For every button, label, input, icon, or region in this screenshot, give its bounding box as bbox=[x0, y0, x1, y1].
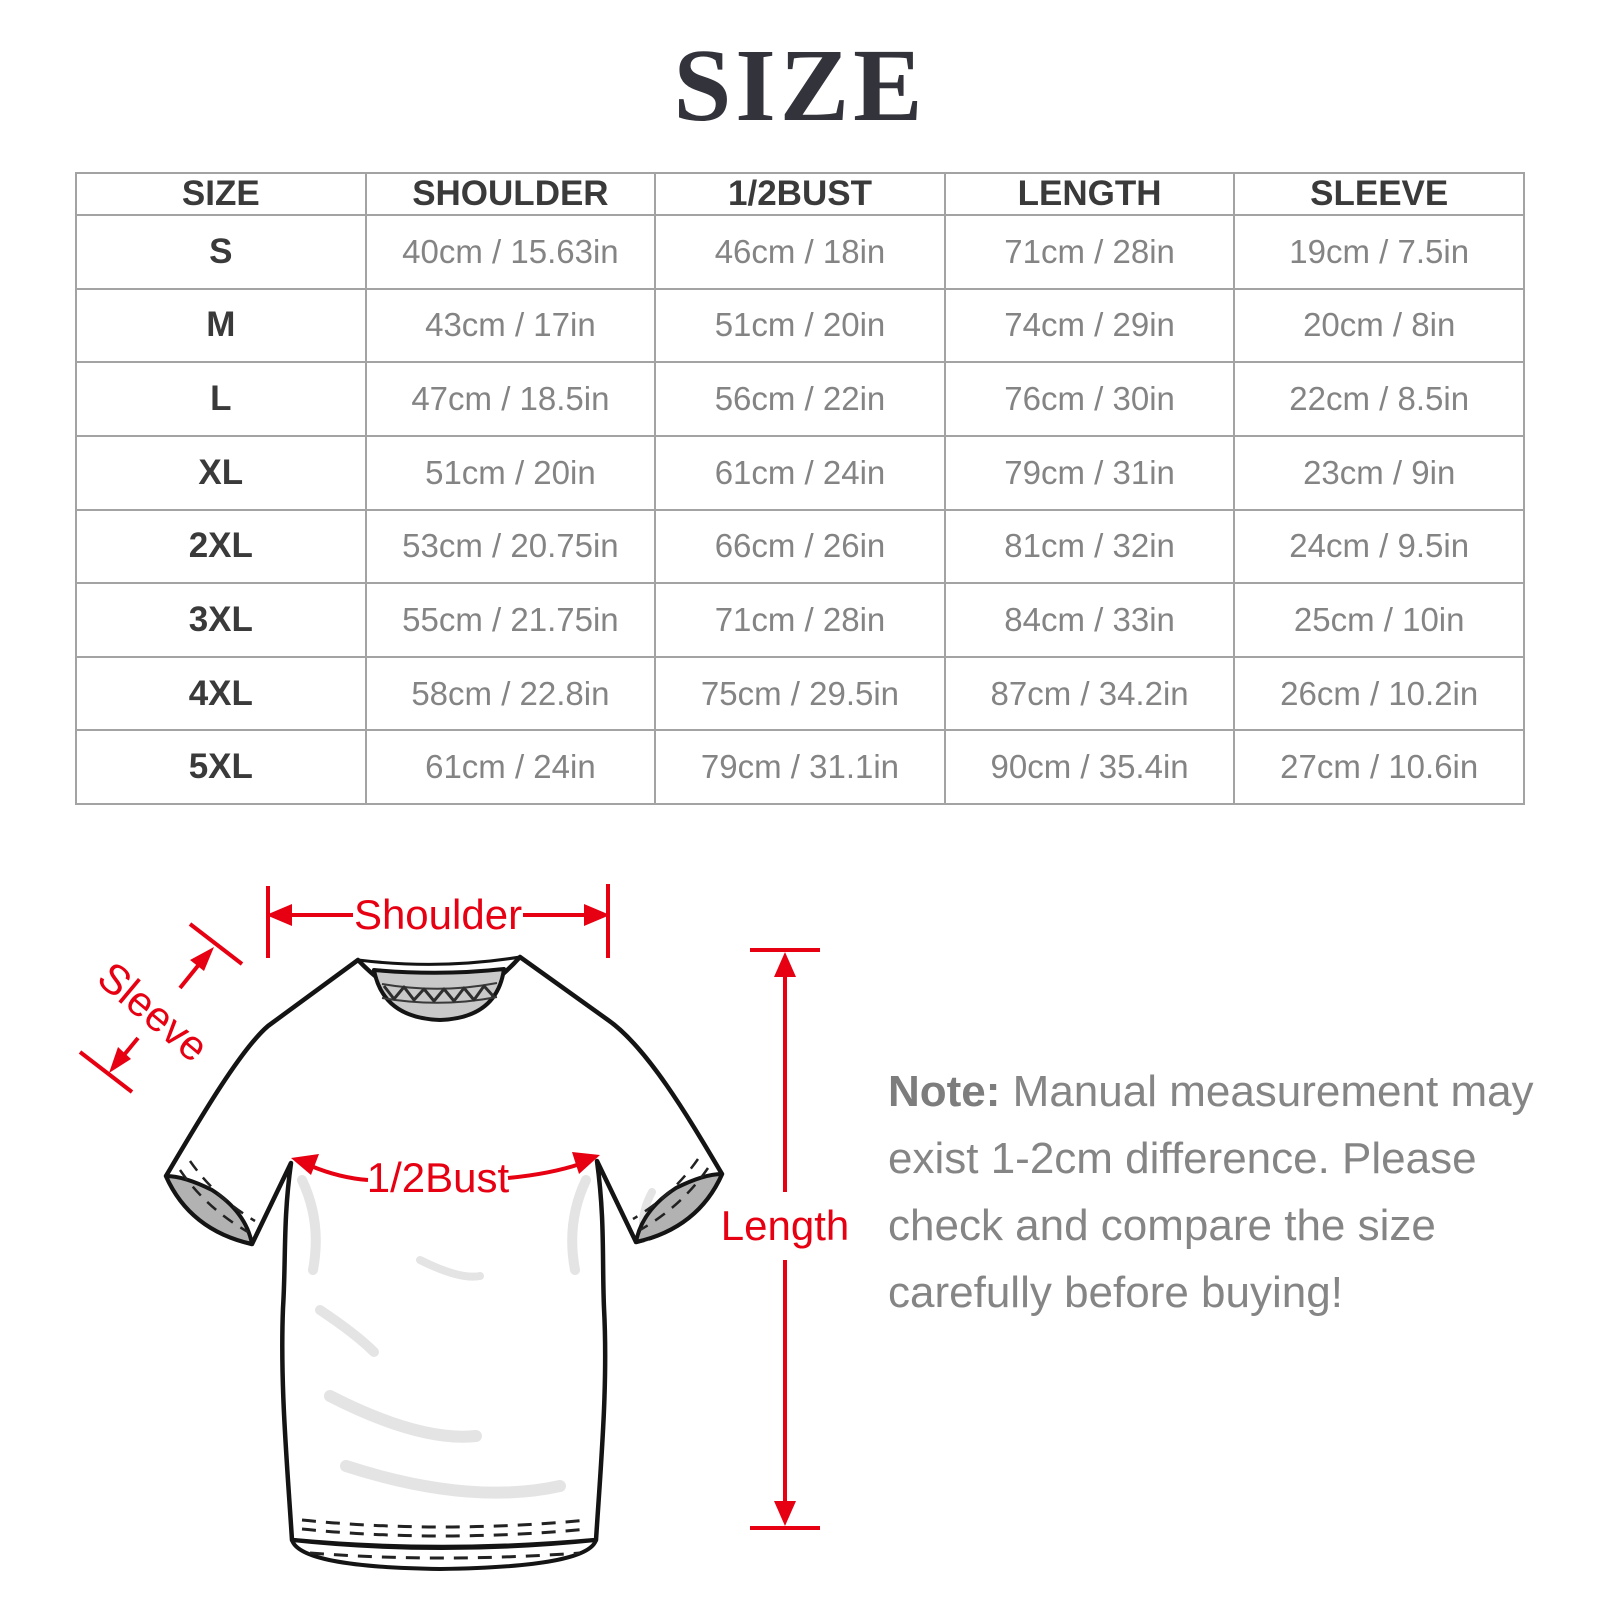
measurement-cell: 66cm / 26in bbox=[654, 508, 946, 585]
note-line: Note: Manual measurement may bbox=[888, 1058, 1578, 1125]
measurement-cell: 43cm / 17in bbox=[364, 287, 657, 364]
column-header-size: SIZE bbox=[75, 172, 367, 216]
table-row: 4XL 58cm / 22.8in 75cm / 29.5in 87cm / 34.2… bbox=[75, 655, 1525, 732]
measurement-cell: 55cm / 21.75in bbox=[364, 582, 657, 658]
measurement-cell: 26cm / 10.2in bbox=[1233, 655, 1525, 732]
tshirt-measurement-diagram: Shoulder Sleeve 1/2Bust Length bbox=[78, 884, 849, 1571]
measurement-cell: 58cm / 22.8in bbox=[364, 655, 657, 732]
measurement-cell: 19cm / 7.5in bbox=[1233, 214, 1525, 290]
arrowhead-right bbox=[572, 1152, 600, 1174]
note-label: Note: bbox=[888, 1067, 1001, 1116]
measurement-cell: 51cm / 20in bbox=[364, 434, 657, 511]
arrowhead-left bbox=[266, 904, 292, 926]
measurement-cell: 61cm / 24in bbox=[654, 434, 946, 511]
measurement-cell: 27cm / 10.6in bbox=[1233, 729, 1525, 805]
measurement-cell: 24cm / 9.5in bbox=[1233, 508, 1525, 585]
column-header-shoulder: SHOULDER bbox=[364, 172, 657, 216]
measurement-cell: 71cm / 28in bbox=[943, 214, 1236, 290]
measurement-cell: 25cm / 10in bbox=[1233, 582, 1525, 658]
arrowhead-upper bbox=[190, 947, 214, 971]
arrowhead-bottom bbox=[774, 1501, 796, 1526]
size-cell: 4XL bbox=[75, 655, 367, 732]
arrowhead-left bbox=[291, 1154, 319, 1175]
measurement-cell: 84cm / 33in bbox=[943, 582, 1236, 658]
page-title: SIZE bbox=[673, 28, 927, 143]
note-line: check and compare the size bbox=[888, 1201, 1436, 1250]
table-row: S 40cm / 15.63in 46cm / 18in 71cm / 28in 19c… bbox=[75, 214, 1525, 290]
table-row: L 47cm / 18.5in 56cm / 22in 76cm / 30in 22cm… bbox=[75, 361, 1525, 437]
wrinkle-shading bbox=[297, 1175, 656, 1499]
table-row: 3XL 55cm / 21.75in 71cm / 28in 84cm / 33in 2… bbox=[75, 582, 1525, 658]
size-table-body: S 40cm / 15.63in 46cm / 18in 71cm / 28in 19c… bbox=[75, 214, 1525, 805]
arrowhead-lower bbox=[109, 1047, 131, 1073]
size-table: SIZE SHOULDER 1/2BUST LENGTH SLEEVE S 40c… bbox=[75, 172, 1525, 805]
column-header-bust: 1/2BUST bbox=[654, 172, 946, 216]
table-row: XL 51cm / 20in 61cm / 24in 79cm / 31in 23cm … bbox=[75, 434, 1525, 511]
column-header-length: LENGTH bbox=[943, 172, 1236, 216]
measurement-cell: 53cm / 20.75in bbox=[364, 508, 657, 585]
measurement-cell: 23cm / 9in bbox=[1233, 434, 1525, 511]
size-table-header-row: SIZE SHOULDER 1/2BUST LENGTH SLEEVE bbox=[75, 172, 1525, 216]
table-row: 5XL 61cm / 24in 79cm / 31.1in 90cm / 35.4in… bbox=[75, 729, 1525, 805]
collar-back-edge bbox=[357, 955, 521, 966]
cuff-stitching bbox=[178, 1158, 710, 1234]
shoulder-annotation: Shoulder bbox=[266, 884, 610, 958]
note-text: Manual measurement may bbox=[1012, 1067, 1534, 1116]
tshirt-body-outline bbox=[163, 954, 725, 1550]
bust-annotation: 1/2Bust bbox=[291, 1152, 600, 1201]
collar-zigzag-tape bbox=[382, 984, 496, 1003]
size-cell: S bbox=[75, 214, 367, 290]
measurement-cell: 71cm / 28in bbox=[654, 582, 946, 658]
size-cell: 2XL bbox=[75, 508, 367, 585]
bust-label: 1/2Bust bbox=[367, 1154, 510, 1201]
length-label: Length bbox=[721, 1202, 849, 1249]
size-cell: 5XL bbox=[75, 729, 367, 805]
measurement-cell: 56cm / 22in bbox=[654, 361, 946, 437]
arrowhead-top bbox=[774, 952, 796, 977]
measurement-cell: 40cm / 15.63in bbox=[364, 214, 657, 290]
measurement-cell: 51cm / 20in bbox=[654, 287, 946, 364]
measurement-cell: 79cm / 31in bbox=[943, 434, 1236, 511]
sleeve-annotation: Sleeve bbox=[78, 922, 244, 1094]
length-annotation: Length bbox=[721, 948, 849, 1530]
note-line: carefully before buying! bbox=[888, 1268, 1343, 1317]
right-cuff-opening bbox=[634, 1172, 724, 1244]
hem bbox=[290, 1518, 598, 1571]
measurement-cell: 90cm / 35.4in bbox=[943, 729, 1236, 805]
collar bbox=[357, 955, 521, 1022]
column-header-sleeve: SLEEVE bbox=[1233, 172, 1525, 216]
size-cell: M bbox=[75, 287, 367, 364]
table-row: M 43cm / 17in 51cm / 20in 74cm / 29in 20cm /… bbox=[75, 287, 1525, 364]
size-cell: XL bbox=[75, 434, 367, 511]
measurement-cell: 76cm / 30in bbox=[943, 361, 1236, 437]
note: Note: Manual measurement may exist 1-2cm… bbox=[888, 1058, 1578, 1326]
note-line: exist 1-2cm difference. Please bbox=[888, 1134, 1477, 1183]
size-cell: L bbox=[75, 361, 367, 437]
measurement-cell: 46cm / 18in bbox=[654, 214, 946, 290]
measurement-cell: 22cm / 8.5in bbox=[1233, 361, 1525, 437]
left-cuff-opening bbox=[164, 1174, 254, 1246]
measurement-cell: 75cm / 29.5in bbox=[654, 655, 946, 732]
table-row: 2XL 53cm / 20.75in 66cm / 26in 81cm / 32in 2… bbox=[75, 508, 1525, 585]
tshirt-illustration bbox=[163, 954, 725, 1571]
size-cell: 3XL bbox=[75, 582, 367, 658]
measurement-cell: 87cm / 34.2in bbox=[943, 655, 1236, 732]
arrowhead-right bbox=[584, 904, 610, 926]
measurement-cell: 47cm / 18.5in bbox=[364, 361, 657, 437]
measurement-cell: 74cm / 29in bbox=[943, 287, 1236, 364]
shoulder-label: Shoulder bbox=[354, 891, 522, 938]
measurement-cell: 61cm / 24in bbox=[364, 729, 657, 805]
measurement-cell: 79cm / 31.1in bbox=[654, 729, 946, 805]
measurement-cell: 20cm / 8in bbox=[1233, 287, 1525, 364]
measurement-cell: 81cm / 32in bbox=[943, 508, 1236, 585]
sleeve-label: Sleeve bbox=[89, 952, 218, 1071]
